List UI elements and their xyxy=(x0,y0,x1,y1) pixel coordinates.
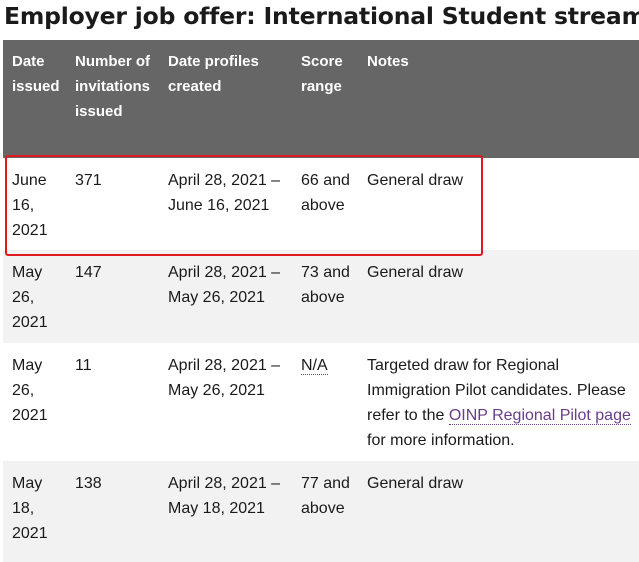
date-profiles-cell: April 28, 2021 – June 16, 2021 xyxy=(168,172,281,214)
score-range-cell: N/A xyxy=(301,353,359,378)
header-date-issued: Date issued xyxy=(12,53,60,95)
table-header-row: Date issued Number of invitations issued… xyxy=(3,40,639,158)
header-notes: Notes xyxy=(367,53,409,70)
date-profiles-cell: April 28, 2021 – May 26, 2021 xyxy=(168,357,281,399)
table-row: May 26, 2021 11 April 28, 2021 – May 26,… xyxy=(3,343,639,461)
notes-cell: General draw xyxy=(367,475,464,492)
draws-table: Date issued Number of invitations issued… xyxy=(3,40,639,562)
date-issued-cell: May 26, 2021 xyxy=(12,264,48,331)
score-range-cell: 77 and above xyxy=(301,475,350,517)
date-issued-cell: June 16, 2021 xyxy=(12,172,48,239)
table-row: May 18, 2021 138 April 28, 2021 – May 18… xyxy=(3,461,639,562)
number-issued-cell: 11 xyxy=(75,357,92,374)
header-score-range: Score range xyxy=(301,53,343,95)
date-profiles-cell: April 28, 2021 – May 26, 2021 xyxy=(168,264,281,306)
table-row: May 26, 2021 147 April 28, 2021 – May 26… xyxy=(3,250,639,343)
notes-cell: General draw xyxy=(367,172,464,189)
notes-text-before: Targeted draw for Regional Immigration P… xyxy=(367,357,626,424)
oinp-regional-pilot-link[interactable]: OINP Regional Pilot page xyxy=(448,407,631,425)
header-date-profiles: Date profiles created xyxy=(168,53,259,95)
date-profiles-cell: April 28, 2021 – May 18, 2021 xyxy=(168,475,281,517)
number-issued-cell: 138 xyxy=(75,475,102,492)
number-issued-cell: 371 xyxy=(75,172,102,189)
header-number-issued: Number of invitations issued xyxy=(75,53,151,120)
score-range-cell: 66 and above xyxy=(301,172,350,214)
score-na-abbr[interactable]: N/A xyxy=(301,357,328,375)
notes-cell: General draw xyxy=(367,264,464,281)
notes-cell: Targeted draw for Regional Immigration P… xyxy=(367,353,632,453)
date-issued-cell: May 26, 2021 xyxy=(12,357,48,424)
notes-text-after: for more information. xyxy=(367,432,515,449)
date-issued-cell: May 18, 2021 xyxy=(12,475,48,542)
number-issued-cell: 147 xyxy=(75,264,102,281)
page-title: Employer job offer: International Studen… xyxy=(4,2,639,30)
score-range-cell: 73 and above xyxy=(301,264,350,306)
table-row: June 16, 2021 371 April 28, 2021 – June … xyxy=(3,158,639,250)
